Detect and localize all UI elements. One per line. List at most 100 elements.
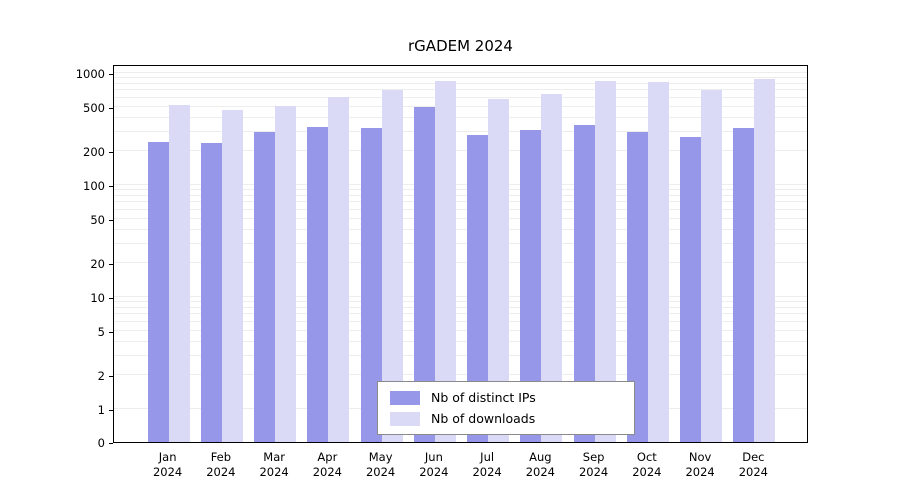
x-tick-month: Jul [480, 450, 495, 464]
x-tick-label: Sep 2024 [562, 450, 626, 480]
gridline [114, 217, 807, 219]
x-tick-month: Dec [742, 450, 765, 464]
bar-nb-of-distinct-ips-aug [520, 129, 542, 442]
legend-item-downloads: Nb of downloads [390, 411, 622, 426]
legend-label-distinct-ips: Nb of distinct IPs [431, 390, 536, 405]
x-tick-year: 2024 [152, 465, 183, 479]
x-tick-label: Jan 2024 [136, 450, 200, 480]
bar-nb-of-downloads-dec [754, 78, 776, 442]
gridline [114, 374, 807, 376]
legend-swatch-downloads [390, 411, 420, 426]
legend: Nb of distinct IPs Nb of downloads [377, 381, 635, 435]
gridline [114, 105, 807, 107]
x-tick-month: Apr [317, 450, 338, 464]
y-tick-mark [109, 410, 113, 411]
bar-nb-of-distinct-ips-mar [254, 131, 276, 442]
gridline [114, 82, 807, 84]
x-tick-month: Sep [582, 450, 605, 464]
gridline [114, 320, 807, 322]
bar-nb-of-distinct-ips-jun [413, 106, 435, 442]
gridline [114, 184, 807, 185]
gridline [114, 208, 807, 210]
gridline [114, 96, 807, 98]
y-tick-label: 100 [83, 179, 105, 193]
x-tick-year: 2024 [632, 465, 662, 479]
gridline [114, 313, 807, 315]
x-tick-month: May [368, 450, 393, 464]
legend-label-downloads: Nb of downloads [431, 411, 536, 426]
x-tick-year: 2024 [738, 465, 769, 479]
x-tick-year: 2024 [259, 465, 289, 479]
y-tick-mark [109, 298, 113, 299]
bar-nb-of-downloads-oct [647, 82, 669, 442]
gridline [114, 130, 807, 132]
gridline [114, 189, 807, 191]
x-tick-label: Mar 2024 [242, 450, 306, 480]
bar-nb-of-distinct-ips-feb [200, 143, 222, 442]
bar-nb-of-downloads-nov [701, 89, 723, 442]
y-tick-mark [109, 74, 113, 75]
bar-nb-of-downloads-may [381, 90, 403, 442]
gridline [114, 89, 807, 91]
bar-nb-of-distinct-ips-dec [733, 127, 755, 442]
x-tick-label: Aug 2024 [508, 450, 572, 480]
gridline [114, 116, 807, 118]
y-tick-mark [109, 107, 113, 109]
bar-nb-of-downloads-sep [594, 80, 616, 442]
gridline [114, 72, 807, 73]
x-tick-label: Feb 2024 [189, 450, 253, 480]
bar-nb-of-downloads-apr [328, 97, 350, 442]
gridline [114, 201, 807, 203]
x-tick-year: 2024 [472, 465, 502, 479]
y-tick-label: 1000 [75, 67, 105, 81]
gridline [114, 301, 807, 303]
y-tick-mark [109, 186, 113, 187]
y-tick-mark [109, 219, 113, 221]
x-tick-month: Aug [529, 450, 552, 464]
y-tick-label: 50 [90, 212, 105, 227]
gridline [114, 77, 807, 79]
y-tick-mark [109, 376, 113, 378]
y-tick-label: 5 [97, 324, 105, 339]
gridline [114, 296, 807, 297]
x-tick-year: 2024 [525, 465, 556, 479]
gridline [114, 329, 807, 331]
gridline [114, 340, 807, 342]
x-tick-label: Nov 2024 [668, 450, 732, 480]
y-tick-mark [109, 264, 113, 266]
x-tick-month: Nov [688, 450, 712, 464]
legend-item-distinct-ips: Nb of distinct IPs [390, 390, 622, 405]
gridline [114, 150, 807, 152]
y-tick-mark [109, 443, 113, 444]
bar-nb-of-downloads-jan [168, 104, 190, 442]
gridline [114, 262, 807, 264]
x-tick-month: Mar [263, 450, 285, 464]
plot-area: Nb of distinct IPs Nb of downloads [113, 65, 808, 443]
legend-swatch-distinct-ips [390, 390, 420, 405]
x-tick-month: Jun [424, 450, 443, 464]
y-tick-label: 2 [97, 369, 105, 384]
y-tick-label: 200 [83, 145, 105, 160]
bar-nb-of-distinct-ips-sep [573, 124, 595, 442]
bar-nb-of-downloads-feb [221, 109, 243, 442]
x-tick-year: 2024 [419, 465, 449, 479]
bar-nb-of-distinct-ips-jan [147, 142, 169, 442]
gridline [114, 194, 807, 196]
x-tick-label: May 2024 [349, 450, 413, 480]
bar-nb-of-downloads-aug [541, 93, 563, 442]
bar-nb-of-distinct-ips-nov [680, 136, 702, 442]
gridline [114, 354, 807, 356]
gridline [114, 228, 807, 230]
x-tick-label: Oct 2024 [615, 450, 679, 480]
y-tick-mark [109, 152, 113, 154]
x-tick-label: Apr 2024 [295, 450, 359, 480]
x-tick-year: 2024 [365, 465, 396, 479]
bar-nb-of-downloads-jul [488, 98, 510, 442]
bar-nb-of-distinct-ips-apr [307, 126, 329, 442]
x-tick-year: 2024 [578, 465, 609, 479]
bar-nb-of-downloads-mar [275, 106, 297, 442]
y-tick-label: 20 [90, 257, 105, 272]
x-tick-label: Jun 2024 [402, 450, 466, 480]
y-tick-label: 10 [90, 291, 105, 305]
